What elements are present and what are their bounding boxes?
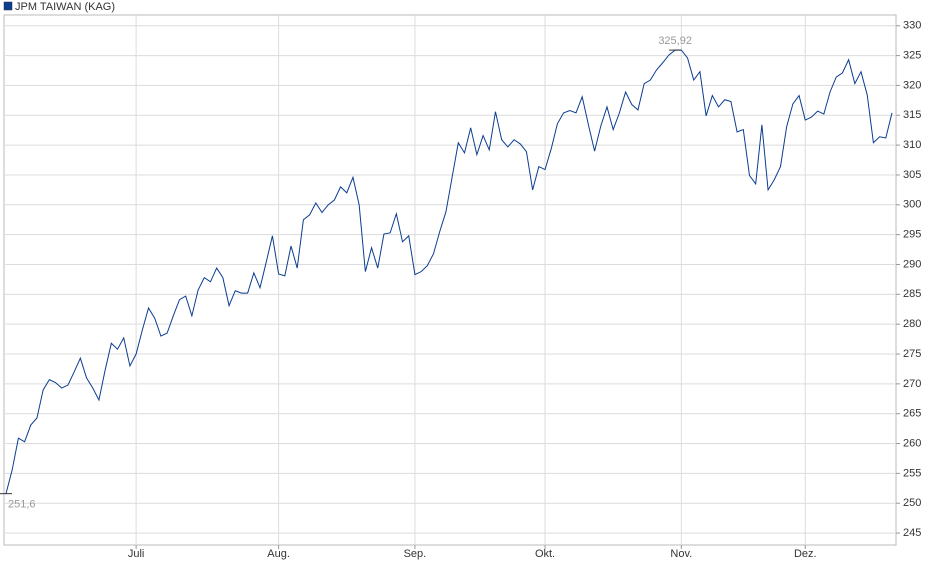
y-tick-label: 330 <box>903 20 921 32</box>
y-tick-label: 300 <box>903 199 921 211</box>
x-tick-label: Dez. <box>794 548 817 560</box>
y-tick-label: 295 <box>903 229 921 241</box>
y-tick-label: 290 <box>903 258 921 270</box>
y-tick-label: 265 <box>903 408 921 420</box>
y-tick-label: 320 <box>903 79 921 91</box>
x-tick-label: Okt. <box>535 548 555 560</box>
annotation-label: 325,92 <box>658 35 692 47</box>
legend-label: JPM TAIWAN (KAG) <box>15 1 115 13</box>
y-tick-label: 250 <box>903 497 921 509</box>
y-tick-label: 325 <box>903 49 921 61</box>
plot-frame <box>3 14 897 546</box>
y-tick-label: 260 <box>903 437 921 449</box>
y-tick-label: 270 <box>903 378 921 390</box>
x-tick-label: Nov. <box>670 548 692 560</box>
y-tick-label: 275 <box>903 348 921 360</box>
y-tick-label: 255 <box>903 467 921 479</box>
y-tick-label: 245 <box>903 527 921 539</box>
y-tick-label: 280 <box>903 318 921 330</box>
y-tick-label: 310 <box>903 139 921 151</box>
x-tick-label: Aug. <box>267 548 290 560</box>
x-tick-label: Sep. <box>404 548 427 560</box>
y-tick-label: 305 <box>903 169 921 181</box>
legend-swatch <box>3 1 13 11</box>
y-tick-label: 285 <box>903 288 921 300</box>
y-tick-label: 315 <box>903 109 921 121</box>
annotation-label: 251,6 <box>8 499 36 511</box>
price-line <box>5 49 893 494</box>
x-tick-label: Juli <box>128 548 145 560</box>
